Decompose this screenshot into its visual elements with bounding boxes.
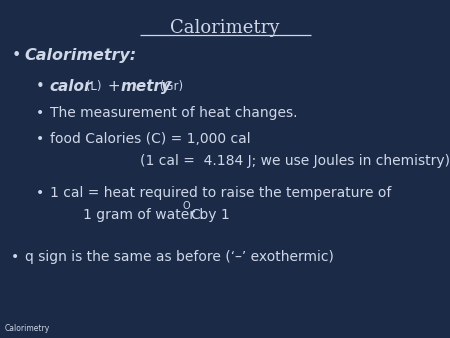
Text: •: • (36, 186, 44, 200)
Text: q sign is the same as before (‘–’ exothermic): q sign is the same as before (‘–’ exothe… (25, 250, 333, 264)
Text: O: O (182, 201, 190, 211)
Text: •: • (36, 131, 44, 146)
Text: (L): (L) (82, 80, 101, 93)
Text: food Calories (C) = 1,000 cal: food Calories (C) = 1,000 cal (50, 131, 250, 146)
Text: (Gr): (Gr) (156, 80, 183, 93)
Text: metry: metry (121, 79, 171, 94)
Text: •: • (36, 79, 45, 94)
Text: Calorimetry:: Calorimetry: (25, 48, 137, 63)
Text: (1 cal =  4.184 J; we use Joules in chemistry): (1 cal = 4.184 J; we use Joules in chemi… (140, 153, 450, 168)
Text: +: + (104, 79, 126, 94)
Text: 1 gram of water by 1: 1 gram of water by 1 (83, 208, 230, 222)
Text: C.: C. (190, 208, 204, 222)
Text: Calorimetry: Calorimetry (4, 324, 50, 333)
Text: •: • (11, 48, 21, 63)
Text: •: • (36, 106, 44, 120)
Text: 1 cal = heat required to raise the temperature of: 1 cal = heat required to raise the tempe… (50, 186, 391, 200)
Text: The measurement of heat changes.: The measurement of heat changes. (50, 106, 297, 120)
Text: Calorimetry: Calorimetry (170, 19, 280, 37)
Text: •: • (11, 250, 19, 264)
Text: calor: calor (50, 79, 92, 94)
